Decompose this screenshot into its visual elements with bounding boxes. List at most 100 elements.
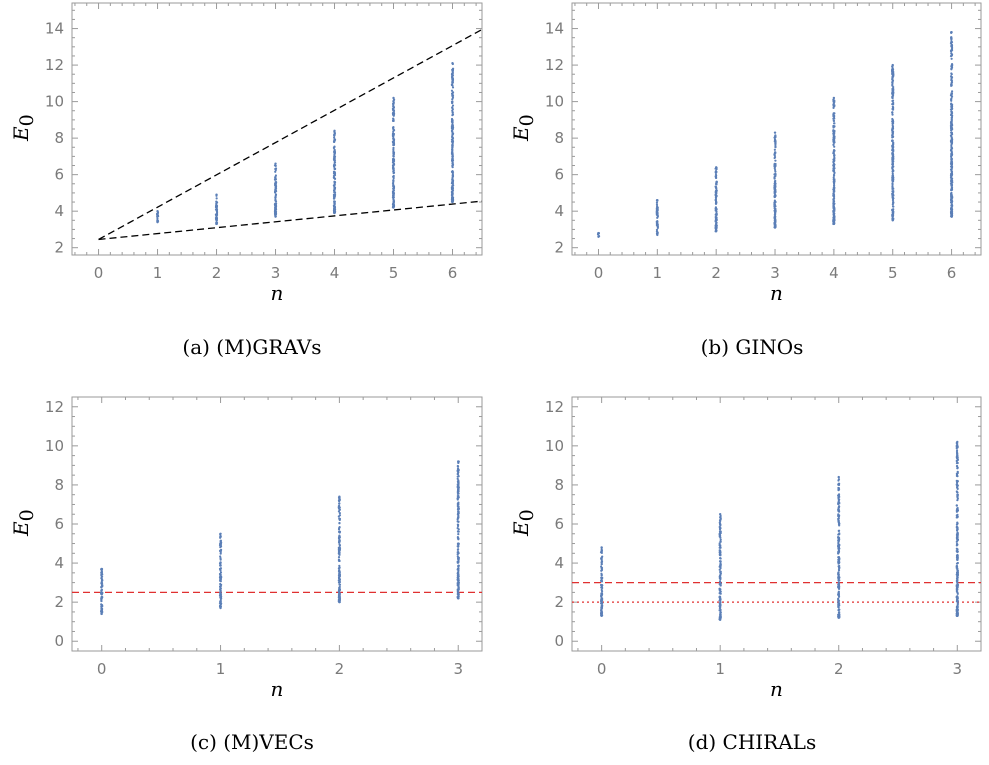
data-point xyxy=(832,112,835,115)
data-point xyxy=(219,567,223,570)
data-point xyxy=(832,197,836,200)
data-point xyxy=(274,175,277,178)
data-point xyxy=(273,210,277,213)
data-point xyxy=(774,218,777,222)
data-point xyxy=(601,586,604,590)
data-point xyxy=(892,135,895,138)
data-point xyxy=(392,169,395,172)
data-point xyxy=(338,512,341,515)
data-point xyxy=(392,146,395,149)
data-point xyxy=(956,548,959,551)
data-point xyxy=(950,165,954,168)
data-point xyxy=(457,564,460,568)
data-point xyxy=(833,104,836,107)
data-point xyxy=(338,500,341,503)
data-point xyxy=(451,148,454,151)
data-point xyxy=(332,157,336,160)
data-point xyxy=(837,560,840,563)
data-point xyxy=(950,31,953,34)
data-point xyxy=(832,96,836,100)
data-point xyxy=(837,519,840,522)
data-point xyxy=(955,564,958,568)
data-column-n3 xyxy=(955,440,959,618)
data-point xyxy=(600,566,604,570)
data-point xyxy=(892,85,895,89)
data-point xyxy=(215,214,218,217)
data-point xyxy=(774,151,777,154)
data-point xyxy=(773,155,777,159)
data-point xyxy=(392,180,395,183)
data-point xyxy=(456,497,459,500)
data-point xyxy=(392,157,395,160)
y-tick-label: 2 xyxy=(554,593,564,611)
data-point xyxy=(891,120,894,123)
data-point xyxy=(392,113,395,116)
data-point xyxy=(715,208,718,211)
data-point xyxy=(832,129,835,132)
data-point xyxy=(891,139,894,142)
data-point xyxy=(457,578,460,581)
data-point xyxy=(451,72,454,75)
data-point xyxy=(456,483,459,486)
data-point xyxy=(219,600,222,603)
data-point xyxy=(219,544,222,547)
data-point xyxy=(456,464,459,468)
data-point xyxy=(832,218,835,221)
data-point xyxy=(601,597,604,600)
y-tick-label: 4 xyxy=(54,202,64,220)
data-point xyxy=(656,220,659,223)
x-tick-label: 4 xyxy=(829,264,839,282)
data-point xyxy=(214,216,218,220)
data-point xyxy=(891,214,894,217)
data-point xyxy=(837,549,841,552)
data-point xyxy=(274,199,277,202)
data-point xyxy=(950,201,953,204)
data-point xyxy=(451,173,454,177)
data-point xyxy=(451,123,454,126)
data-point xyxy=(950,38,953,41)
data-point xyxy=(838,532,841,535)
data-point xyxy=(956,461,959,465)
data-point xyxy=(333,150,337,153)
data-point xyxy=(219,532,222,535)
data-point xyxy=(600,601,603,604)
x-tick-label: 1 xyxy=(216,660,226,678)
y-tick-label: 2 xyxy=(54,239,64,257)
data-point xyxy=(338,581,341,584)
reference-line-2 xyxy=(98,200,483,241)
data-point xyxy=(456,518,459,521)
data-point xyxy=(718,580,722,583)
data-point xyxy=(456,573,460,576)
data-point xyxy=(392,143,396,146)
data-point xyxy=(451,179,454,183)
data-point xyxy=(714,213,717,216)
data-point xyxy=(892,149,895,152)
data-point xyxy=(715,174,718,177)
data-point xyxy=(392,117,395,120)
data-point xyxy=(956,569,959,572)
data-point xyxy=(655,222,659,225)
data-point xyxy=(274,168,277,172)
data-point xyxy=(891,102,895,106)
data-point xyxy=(391,111,395,115)
x-tick-label: 3 xyxy=(770,264,780,282)
x-tick-label: 6 xyxy=(448,264,458,282)
data-point xyxy=(956,487,959,490)
data-point xyxy=(457,533,460,536)
data-point xyxy=(451,151,454,154)
data-point xyxy=(156,212,159,215)
data-point xyxy=(338,547,341,550)
data-point xyxy=(215,208,219,211)
data-point xyxy=(718,582,721,586)
data-point xyxy=(714,193,717,196)
data-point xyxy=(333,211,336,215)
y-tick-label: 2 xyxy=(554,239,564,257)
data-point xyxy=(392,206,395,209)
x-tick-label: 5 xyxy=(888,264,898,282)
data-point xyxy=(392,154,395,157)
data-point xyxy=(955,482,959,486)
data-point xyxy=(950,209,953,212)
data-point xyxy=(392,176,395,180)
data-point xyxy=(950,95,954,98)
data-point xyxy=(955,516,958,519)
